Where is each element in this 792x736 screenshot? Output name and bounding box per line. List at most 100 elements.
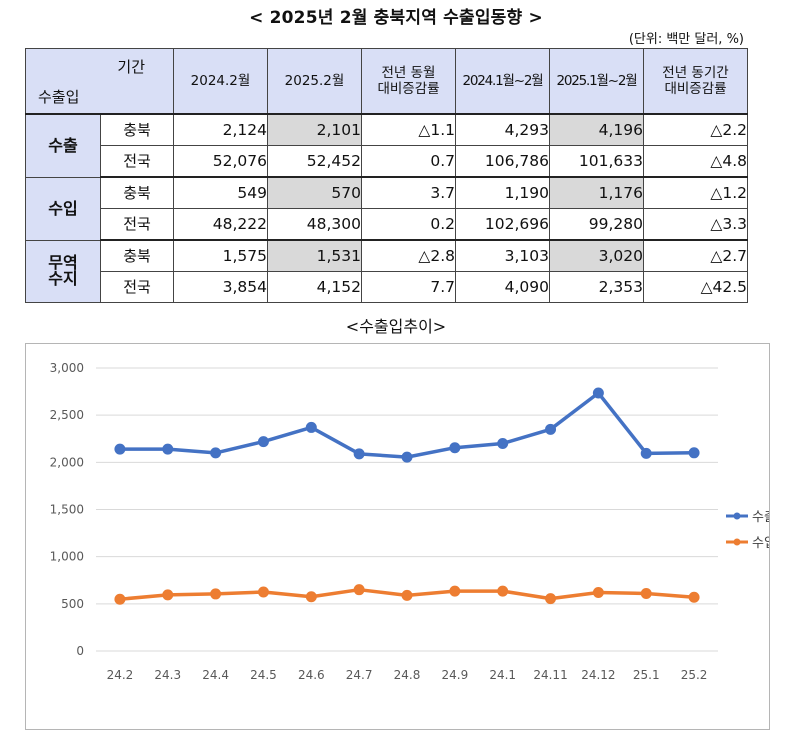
data-point [114, 593, 126, 605]
legend-swatch-marker [733, 512, 741, 520]
trade-stats-table: 기간 수출입 2024.2월 2025.2월 전년 동월 대비증감률 2024.… [25, 48, 748, 303]
data-point [497, 585, 509, 597]
value-cell: 3,103 [455, 239, 550, 272]
y-tick-label: 3,000 [50, 361, 84, 375]
col-header: 2025.1월~2월 [549, 48, 644, 115]
region-cell: 전국 [100, 145, 174, 178]
col-header: 전년 동월 대비증감률 [361, 48, 456, 115]
value-cell: 0.7 [361, 145, 456, 178]
series-line-1 [119, 391, 695, 459]
y-tick-label: 2,500 [50, 408, 84, 422]
table-row: 수출 충북 2,124 2,101 △1.1 4,293 4,196 △2.2 [25, 113, 748, 178]
data-point [401, 451, 413, 463]
value-cell: 0.2 [361, 208, 456, 241]
value-cell: 1,190 [455, 176, 550, 209]
value-cell: 102,696 [455, 208, 550, 241]
x-tick-label: 24.8 [394, 668, 421, 682]
region-cell: 전국 [100, 208, 174, 241]
data-point [162, 443, 174, 455]
col-header: 2024.2월 [173, 48, 268, 115]
col-header: 2024.1월~2월 [455, 48, 550, 115]
data-point [640, 587, 652, 599]
value-cell: 3,020 [549, 239, 644, 272]
value-cell: 4,293 [455, 113, 550, 146]
value-cell: 3,854 [173, 271, 268, 303]
x-tick-label: 24.12 [581, 668, 615, 682]
value-cell: △1.2 [643, 176, 748, 209]
corner-period-label: 기간 [117, 58, 145, 76]
data-point [353, 584, 365, 596]
region-cell: 충북 [100, 239, 174, 272]
value-cell: 48,222 [173, 208, 268, 241]
unit-label: (단위: 백만 달러, %) [628, 32, 744, 47]
value-cell: △2.8 [361, 239, 456, 272]
x-tick-label: 24.6 [298, 668, 325, 682]
table-row: 수입 충북 549 570 3.7 1,190 1,176 △1.2 [25, 176, 748, 241]
data-point [305, 591, 317, 603]
value-cell: 3.7 [361, 176, 456, 209]
data-point [257, 436, 269, 448]
value-cell: △1.1 [361, 113, 456, 146]
value-cell: △42.5 [643, 271, 748, 303]
value-cell: 52,452 [267, 145, 362, 178]
value-cell: 2,353 [549, 271, 644, 303]
value-cell: 2,124 [173, 113, 268, 146]
data-point [688, 591, 700, 603]
value-cell: 2,101 [267, 113, 362, 146]
category-cell-import: 수입 [25, 176, 101, 241]
region-cell: 충북 [100, 113, 174, 146]
col-header: 2025.2월 [267, 48, 362, 115]
value-cell: 101,633 [549, 145, 644, 178]
data-point [640, 447, 652, 459]
value-cell: 1,176 [549, 176, 644, 209]
trade-trend-chart: 0 500 1,000 1,500 2,000 2,500 3,000 24.2 24.3 24.… [25, 343, 776, 730]
data-point [305, 421, 317, 433]
data-point [401, 589, 413, 601]
data-point [545, 423, 557, 435]
data-point [449, 442, 461, 454]
x-tick-label: 25.1 [633, 668, 660, 682]
x-tick-label: 24.1 [489, 668, 516, 682]
col-header: 전년 동기간 대비증감률 [643, 48, 748, 115]
corner-trade-label: 수출입 [38, 88, 80, 106]
value-cell: 1,575 [173, 239, 268, 272]
y-tick-label: 2,000 [50, 455, 84, 469]
x-tick-label: 24.11 [533, 668, 567, 682]
value-cell: 4,152 [267, 271, 362, 303]
value-cell: △2.2 [643, 113, 748, 146]
data-point [449, 585, 461, 597]
legend-label: 수출 [752, 510, 769, 525]
x-tick-label: 25.2 [681, 668, 708, 682]
data-point [353, 448, 365, 460]
table-row: 무역 수지 충북 1,575 1,531 △2.8 3,103 3,020 △2… [25, 239, 748, 303]
value-cell: 106,786 [455, 145, 550, 178]
value-cell: 570 [267, 176, 362, 209]
category-cell-export: 수출 [25, 113, 101, 178]
category-cell-balance: 무역 수지 [25, 239, 101, 303]
y-tick-label: 500 [61, 597, 84, 611]
region-cell: 전국 [100, 271, 174, 303]
table-corner-cell: 기간 수출입 [25, 48, 174, 115]
legend-swatch-marker [733, 538, 741, 546]
data-point [257, 586, 269, 598]
data-point [592, 587, 604, 599]
chart-svg: 0 500 1,000 1,500 2,000 2,500 3,000 24.2 24.3 24.… [50, 361, 776, 682]
data-point [688, 447, 700, 459]
region-cell: 충북 [100, 176, 174, 209]
value-cell: 48,300 [267, 208, 362, 241]
data-point [497, 437, 509, 449]
value-cell: 99,280 [549, 208, 644, 241]
value-cell: 4,196 [549, 113, 644, 146]
value-cell: 4,090 [455, 271, 550, 303]
x-tick-label: 24.2 [107, 668, 134, 682]
data-point [545, 593, 557, 605]
value-cell: 7.7 [361, 271, 456, 303]
value-cell: △3.3 [643, 208, 748, 241]
x-tick-label: 24.3 [154, 668, 181, 682]
value-cell: 52,076 [173, 145, 268, 178]
table-row: 전국 48,222 48,300 0.2 102,696 99,280 △3.3 [26, 208, 748, 241]
value-cell: 549 [173, 176, 268, 209]
value-cell: 1,531 [267, 239, 362, 272]
y-tick-label: 1,000 [50, 550, 84, 564]
data-point [210, 447, 222, 459]
